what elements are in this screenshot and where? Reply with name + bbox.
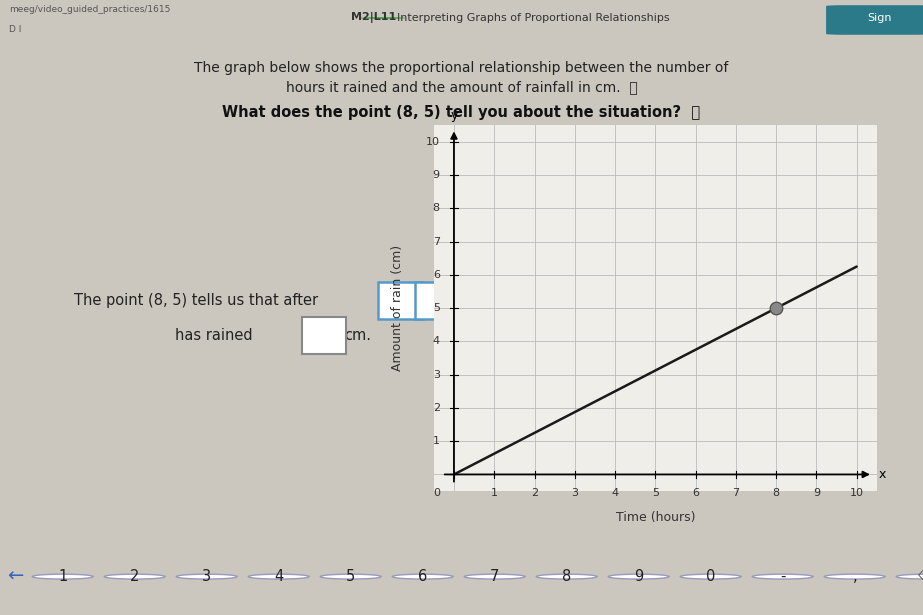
Circle shape	[896, 574, 923, 579]
Text: hours, it: hours, it	[459, 293, 520, 308]
Text: 8: 8	[562, 569, 571, 584]
Circle shape	[536, 574, 597, 579]
Text: 6: 6	[418, 569, 427, 584]
Text: What does the point (8, 5) tell you about the situation?  🔈: What does the point (8, 5) tell you abou…	[222, 105, 701, 120]
Circle shape	[680, 574, 741, 579]
Text: x: x	[879, 468, 886, 481]
Text: -: -	[780, 569, 785, 584]
Text: 6: 6	[433, 270, 440, 280]
Circle shape	[824, 574, 885, 579]
Text: 2: 2	[130, 569, 139, 584]
Text: 8: 8	[433, 204, 440, 213]
FancyBboxPatch shape	[378, 282, 423, 319]
Text: 3: 3	[202, 569, 211, 584]
Circle shape	[248, 574, 309, 579]
Text: The point (8, 5) tells us that after: The point (8, 5) tells us that after	[74, 293, 318, 308]
Text: D I: D I	[9, 25, 21, 34]
Text: 1: 1	[58, 569, 67, 584]
Text: 9: 9	[433, 170, 440, 180]
Text: 7: 7	[490, 569, 499, 584]
Text: 2: 2	[531, 488, 538, 498]
Text: 9: 9	[634, 569, 643, 584]
Circle shape	[104, 574, 165, 579]
FancyBboxPatch shape	[826, 5, 923, 35]
Circle shape	[320, 574, 381, 579]
Circle shape	[464, 574, 525, 579]
Text: hours it rained and the amount of rainfall in cm.  🔈: hours it rained and the amount of rainfa…	[285, 81, 638, 95]
Text: 1: 1	[491, 488, 497, 498]
Text: 0: 0	[433, 488, 440, 498]
Text: 3: 3	[433, 370, 440, 379]
Circle shape	[360, 17, 406, 19]
Text: 8: 8	[773, 488, 780, 498]
Text: 1: 1	[433, 436, 440, 446]
Text: Time (hours): Time (hours)	[616, 511, 695, 524]
Circle shape	[176, 574, 237, 579]
Circle shape	[32, 574, 93, 579]
Text: 0: 0	[706, 569, 715, 584]
Text: 4: 4	[612, 488, 618, 498]
Text: 6: 6	[692, 488, 699, 498]
Text: 2: 2	[433, 403, 440, 413]
Text: M2|L11: M2|L11	[351, 12, 396, 23]
Text: 4: 4	[274, 569, 283, 584]
Text: 5: 5	[652, 488, 659, 498]
Text: The graph below shows the proportional relationship between the number of: The graph below shows the proportional r…	[195, 60, 728, 74]
Text: meeg/video_guided_practices/1615: meeg/video_guided_practices/1615	[9, 6, 171, 15]
Text: 7: 7	[433, 237, 440, 247]
Text: 5: 5	[433, 303, 440, 313]
Text: 10: 10	[426, 137, 440, 147]
Text: Sign: Sign	[868, 13, 892, 23]
Text: cm.: cm.	[344, 328, 371, 343]
Text: y: y	[450, 109, 458, 122]
Text: ←: ←	[6, 567, 23, 586]
FancyBboxPatch shape	[302, 317, 346, 354]
Circle shape	[392, 574, 453, 579]
Text: Amount of rain (cm): Amount of rain (cm)	[391, 245, 404, 371]
Text: 4: 4	[433, 336, 440, 346]
Text: 10: 10	[850, 488, 864, 498]
Circle shape	[608, 574, 669, 579]
Circle shape	[752, 574, 813, 579]
Text: 3: 3	[571, 488, 579, 498]
Text: ⌫: ⌫	[917, 570, 923, 583]
Text: 5: 5	[346, 569, 355, 584]
Text: has rained: has rained	[175, 328, 253, 343]
Text: 7: 7	[732, 488, 739, 498]
FancyBboxPatch shape	[415, 282, 460, 319]
Text: Interpreting Graphs of Proportional Relationships: Interpreting Graphs of Proportional Rela…	[397, 13, 669, 23]
Text: ,: ,	[852, 569, 857, 584]
Text: 9: 9	[813, 488, 820, 498]
